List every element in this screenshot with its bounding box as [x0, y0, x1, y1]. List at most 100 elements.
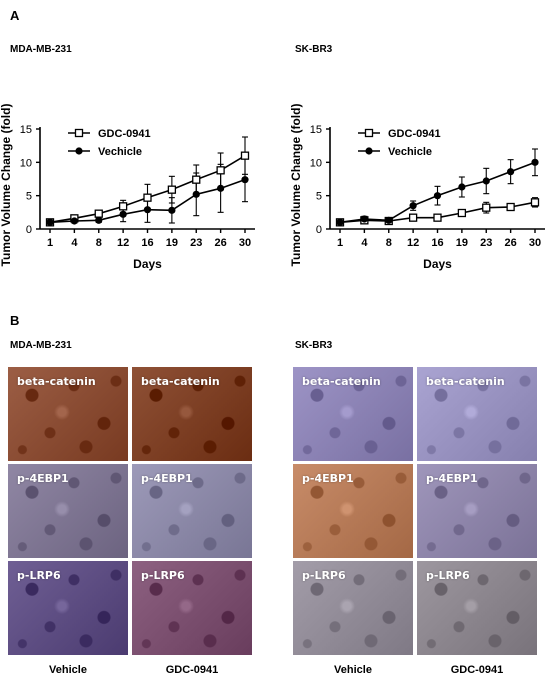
data-point-vechicle: [46, 218, 54, 226]
chart-left-title: MDA-MB-231: [10, 44, 72, 55]
legend-label: Vechicle: [388, 146, 432, 158]
data-point-vechicle: [433, 192, 442, 200]
data-point-vechicle: [217, 184, 225, 192]
x-tick-label: 12: [117, 237, 129, 249]
ihc-stain-label: beta-catenin: [426, 375, 505, 388]
y-tick-label: 10: [20, 157, 32, 169]
x-tick-label: 1: [337, 237, 343, 249]
panel-b-letter: B: [10, 313, 20, 328]
ihc-image-mda-mb-231-row1-col1: beta-catenin: [8, 367, 128, 461]
ihc-image-sk-br3-row2-col2: p-4EBP1: [417, 464, 537, 558]
data-point-vechicle: [385, 216, 393, 224]
x-axis-label: Days: [133, 257, 162, 271]
y-axis-label: Tumor Volume Change (fold): [289, 104, 303, 267]
ihc-image-sk-br3-row1-col1: beta-catenin: [293, 367, 413, 461]
data-point-vechicle: [482, 177, 490, 185]
data-point-gdc-0941: [167, 185, 177, 194]
y-tick-label: 15: [20, 124, 32, 136]
y-tick-label: 10: [310, 157, 322, 169]
data-point-vechicle: [507, 168, 515, 176]
ihc-stain-label: beta-catenin: [141, 375, 220, 388]
x-tick-label: 23: [480, 237, 492, 249]
chart-right-sk-br3: 0 5 10 15 1 4 8 12 16 19 23 26 30 Days Tumor Volume Ch…: [289, 104, 545, 271]
ihc-stain-label: p-4EBP1: [302, 472, 354, 485]
data-point-gdc-0941: [216, 166, 225, 175]
data-point-vechicle: [458, 183, 466, 191]
data-point-vechicle: [241, 176, 249, 184]
x-tick-label: 8: [386, 237, 392, 249]
x-tick-label: 4: [361, 237, 368, 249]
data-point-vechicle: [168, 206, 176, 214]
data-point-gdc-0941: [482, 203, 491, 212]
legend-marker-gdc-0941: [364, 128, 374, 138]
ihc-stain-label: p-4EBP1: [17, 472, 69, 485]
legend-marker-gdc-0941: [74, 128, 84, 138]
ihc-image-sk-br3-row1-col2: beta-catenin: [417, 367, 537, 461]
x-tick-label: 16: [141, 237, 153, 249]
data-point-vechicle: [531, 158, 539, 166]
data-point-gdc-0941: [457, 208, 467, 218]
ihc-left-col-vehicle: Vehicle: [49, 664, 87, 676]
x-axis-label: Days: [423, 257, 452, 271]
x-tick-label: 30: [529, 237, 541, 249]
ihc-right-col-vehicle: Vehicle: [334, 664, 372, 676]
chart-right-title: SK-BR3: [295, 44, 333, 55]
data-point-vechicle: [70, 217, 78, 225]
ihc-right-col-gdc: GDC-0941: [450, 664, 504, 676]
legend-label: GDC-0941: [388, 128, 441, 140]
y-tick-label: 5: [316, 191, 322, 203]
x-tick-label: 30: [239, 237, 251, 249]
x-tick-label: 26: [215, 237, 227, 249]
y-tick-label: 0: [26, 224, 32, 236]
x-tick-label: 8: [96, 237, 102, 249]
ihc-stain-label: p-4EBP1: [426, 472, 478, 485]
legend-marker-vechicle: [75, 147, 83, 155]
data-point-gdc-0941: [143, 193, 152, 202]
data-point-vechicle: [360, 215, 368, 223]
data-point-gdc-0941: [433, 213, 442, 222]
data-point-vechicle: [143, 206, 152, 214]
legend-marker-vechicle: [365, 147, 373, 155]
data-point-gdc-0941: [530, 198, 540, 207]
ihc-stain-label: p-LRP6: [302, 569, 346, 582]
ihc-image-mda-mb-231-row2-col1: p-4EBP1: [8, 464, 128, 558]
ihc-stain-label: p-LRP6: [426, 569, 470, 582]
x-tick-label: 12: [407, 237, 419, 249]
data-point-vechicle: [409, 202, 417, 210]
y-tick-label: 15: [310, 124, 322, 136]
data-point-gdc-0941: [506, 202, 515, 212]
y-axis-label: Tumor Volume Change (fold): [0, 104, 13, 267]
ihc-stain-label: beta-catenin: [302, 375, 381, 388]
ihc-image-mda-mb-231-row1-col2: beta-catenin: [132, 367, 252, 461]
data-point-vechicle: [192, 190, 200, 198]
ihc-image-mda-mb-231-row3-col2: p-LRP6: [132, 561, 252, 655]
ihc-image-sk-br3-row3-col2: p-LRP6: [417, 561, 537, 655]
ihc-right-title: SK-BR3: [295, 340, 333, 351]
x-tick-label: 26: [505, 237, 517, 249]
ihc-stain-label: p-4EBP1: [141, 472, 193, 485]
x-tick-label: 19: [456, 237, 468, 249]
ihc-image-mda-mb-231-row3-col1: p-LRP6: [8, 561, 128, 655]
x-tick-label: 16: [431, 237, 443, 249]
ihc-image-sk-br3-row2-col1: p-4EBP1: [293, 464, 413, 558]
ihc-stain-label: p-LRP6: [17, 569, 61, 582]
ihc-image-sk-br3-row3-col1: p-LRP6: [293, 561, 413, 655]
ihc-stain-label: p-LRP6: [141, 569, 185, 582]
data-point-gdc-0941: [408, 213, 418, 222]
legend-label: GDC-0941: [98, 128, 151, 140]
data-point-vechicle: [95, 216, 103, 224]
ihc-left-col-gdc: GDC-0941: [165, 664, 219, 676]
data-point-vechicle: [336, 218, 344, 226]
ihc-stain-label: beta-catenin: [17, 375, 96, 388]
x-tick-label: 23: [190, 237, 202, 249]
ihc-image-mda-mb-231-row2-col2: p-4EBP1: [132, 464, 252, 558]
y-tick-label: 0: [316, 224, 322, 236]
panel-a-letter: A: [10, 8, 20, 23]
data-point-gdc-0941: [118, 202, 128, 211]
data-point-vechicle: [119, 210, 127, 218]
data-point-gdc-0941: [240, 151, 250, 160]
data-point-gdc-0941: [192, 175, 201, 184]
data-point-gdc-0941: [94, 209, 103, 218]
chart-left-mda-mb-231: 0 5 10 15 1 4 8 12 16 19 23 26 30 Days Tumor Volume Ch…: [0, 104, 255, 271]
legend-label: Vechicle: [98, 146, 142, 158]
